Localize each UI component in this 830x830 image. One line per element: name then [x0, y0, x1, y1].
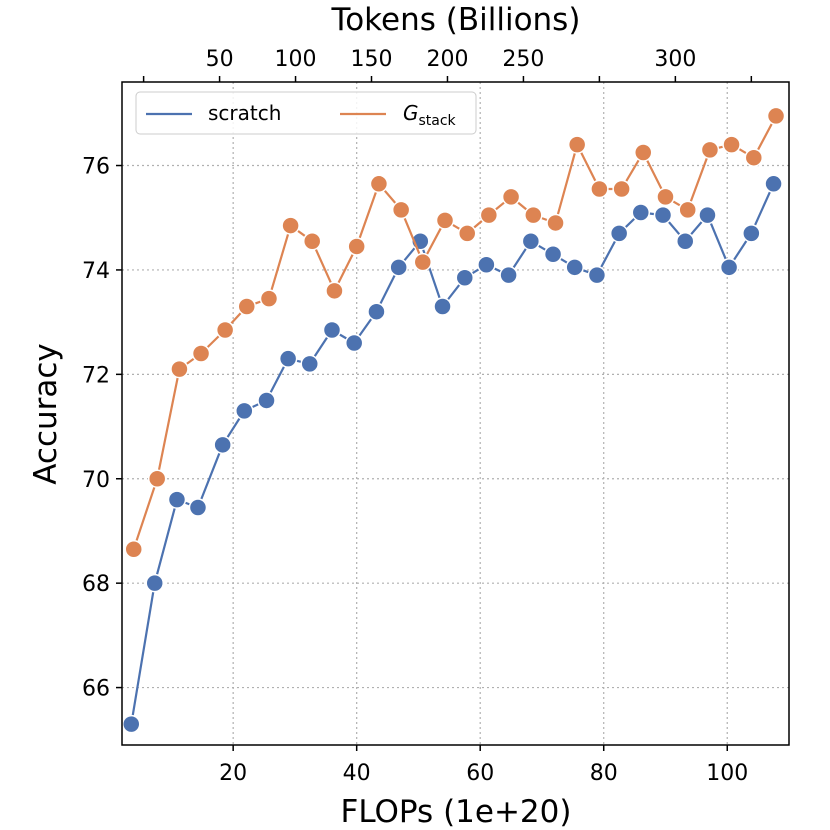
data-point [413, 252, 433, 272]
data-point [633, 143, 653, 162]
data-point [215, 320, 235, 340]
y-tick-label: 70 [82, 468, 110, 493]
ticks: 20 40 60 80 100 66 68 70 72 74 76 50 100 150 200 250 300 [82, 47, 753, 786]
data-point [344, 333, 364, 353]
data-point [367, 302, 386, 321]
legend-box [135, 91, 477, 135]
data-point [167, 490, 187, 509]
x2-axis-title: Tokens (Billions) [331, 2, 581, 38]
legend-label-scratch: scratch [208, 101, 281, 125]
data-point [698, 205, 717, 225]
data-point [122, 714, 141, 734]
data-point [678, 200, 697, 220]
legend: scratch Gstack [135, 91, 477, 135]
data-point [499, 265, 518, 285]
data-point [565, 258, 584, 277]
data-point [369, 174, 389, 194]
plot-frame [121, 81, 790, 746]
data-point [433, 297, 452, 316]
data-point [257, 391, 276, 410]
data-point [322, 320, 342, 340]
data-point [281, 216, 300, 235]
data-point [455, 268, 475, 288]
data-point [524, 205, 543, 225]
data-point [300, 354, 319, 374]
series-gstack [124, 106, 786, 559]
y-tick-label: 68 [82, 572, 110, 597]
x-tick-label: 60 [466, 761, 494, 786]
series-layer [122, 106, 786, 734]
data-point [389, 258, 408, 277]
legend-label-gstack-sub: stack [419, 113, 457, 129]
y-tick-label: 72 [82, 363, 110, 388]
top-tick-label: 250 [502, 47, 544, 72]
y-tick-label: 66 [82, 677, 110, 702]
data-point [764, 174, 783, 194]
data-point [145, 573, 164, 593]
top-tick-label: 150 [351, 47, 393, 72]
top-tick-label: 200 [426, 47, 468, 72]
data-point [609, 224, 629, 243]
data-point [235, 401, 254, 421]
data-point [722, 135, 741, 154]
y-tick-label: 74 [82, 259, 110, 284]
data-point [391, 200, 411, 220]
legend-label-gstack: Gstack [403, 101, 457, 129]
legend-label-gstack-main: G [403, 101, 419, 125]
top-tick-label: 100 [275, 47, 317, 72]
top-tick-label: 50 [206, 47, 234, 72]
top-tick-label: 300 [654, 47, 696, 72]
data-point [742, 224, 761, 243]
data-point [631, 203, 651, 222]
data-point [302, 231, 322, 251]
data-point [543, 245, 563, 264]
data-point [590, 179, 609, 199]
data-point [213, 435, 232, 455]
y-axis-title: Accuracy [28, 343, 64, 485]
data-point [435, 211, 455, 230]
data-point [457, 224, 477, 243]
data-point [325, 281, 344, 301]
data-point [237, 297, 257, 316]
data-point [170, 359, 189, 379]
data-point [278, 349, 298, 368]
y-tick-label: 76 [82, 155, 110, 180]
data-point [587, 265, 607, 285]
data-point [719, 258, 739, 277]
data-point [124, 539, 143, 559]
data-point [188, 498, 208, 517]
x-tick-label: 100 [706, 761, 748, 786]
x-tick-label: 20 [219, 761, 247, 786]
data-point [477, 255, 496, 274]
series-line [130, 183, 775, 725]
x-tick-label: 40 [343, 761, 371, 786]
data-point [191, 344, 211, 363]
x-tick-label: 80 [590, 761, 618, 786]
data-point [700, 140, 720, 160]
data-point [479, 205, 499, 225]
grid [122, 82, 789, 745]
data-point [744, 148, 764, 167]
data-point [766, 106, 786, 126]
data-point [347, 237, 366, 256]
data-point [521, 231, 541, 251]
data-point [675, 231, 695, 251]
data-point [259, 289, 279, 308]
x-axis-title: FLOPs (1e+20) [341, 794, 572, 830]
data-point [567, 135, 587, 154]
data-point [612, 179, 631, 199]
series-scratch [122, 174, 783, 734]
data-point [656, 187, 675, 207]
data-point [501, 187, 521, 207]
data-point [546, 213, 565, 233]
data-point [653, 205, 673, 225]
data-point [147, 469, 167, 489]
